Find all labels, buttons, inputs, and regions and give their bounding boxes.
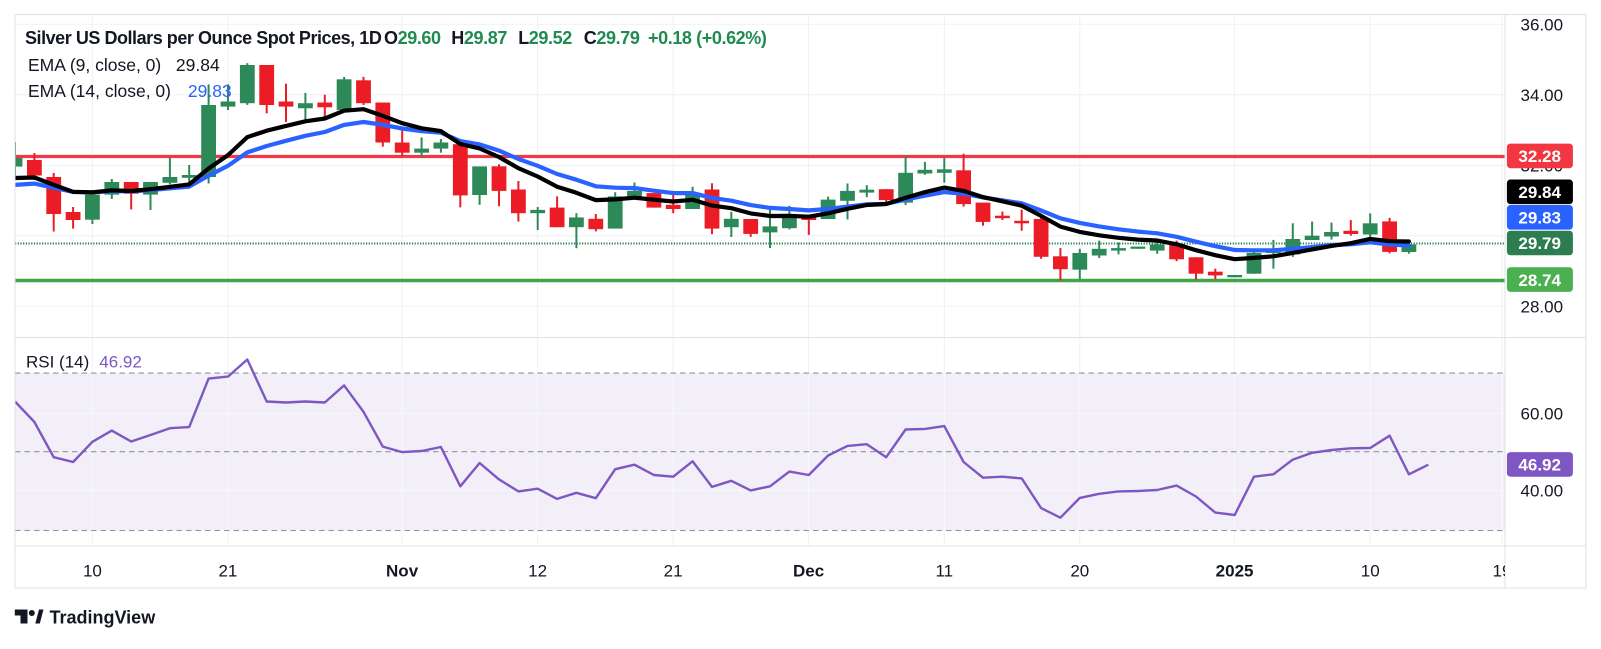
svg-text:29.84: 29.84 [1518,183,1561,202]
svg-text:46.92: 46.92 [1518,456,1561,475]
svg-text:Dec: Dec [793,562,824,581]
svg-text:TradingView: TradingView [50,607,157,627]
svg-text:29.79: 29.79 [1518,234,1561,253]
svg-text:36.00: 36.00 [1521,15,1564,34]
svg-text:RSI (14)46.92: RSI (14) 46.92 [26,352,142,371]
svg-text:32.28: 32.28 [1518,147,1561,166]
svg-text:19: 19 [1493,562,1512,581]
svg-text:28.00: 28.00 [1521,297,1564,316]
svg-text:EMA (9, close, 0)29.84: EMA (9, close, 0) 29.84 [28,55,220,75]
svg-text:60.00: 60.00 [1521,405,1564,424]
svg-text:2025: 2025 [1216,562,1254,581]
svg-text:34.00: 34.00 [1521,86,1564,105]
svg-text:Nov: Nov [386,562,419,581]
svg-text:28.74: 28.74 [1518,271,1561,290]
svg-text:40.00: 40.00 [1521,482,1564,501]
svg-text:21: 21 [218,562,237,581]
svg-text:20: 20 [1070,562,1089,581]
svg-text:12: 12 [528,562,547,581]
svg-text:10: 10 [83,562,102,581]
svg-text:EMA (14, close, 0)29.83: EMA (14, close, 0) 29.83 [28,81,232,101]
svg-text:10: 10 [1361,562,1380,581]
svg-text:29.83: 29.83 [1518,209,1561,228]
svg-text:11: 11 [935,562,953,581]
svg-text:21: 21 [664,562,683,581]
svg-text:Silver US Dollars per Ounce Sp: Silver US Dollars per Ounce Spot Prices,… [25,28,382,48]
